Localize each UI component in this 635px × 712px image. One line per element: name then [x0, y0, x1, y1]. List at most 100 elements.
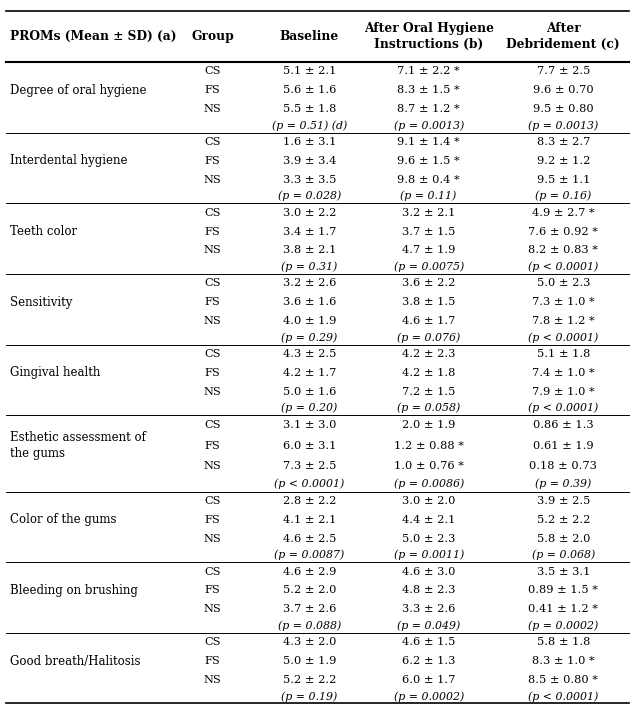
- Text: 3.7 ± 1.5: 3.7 ± 1.5: [402, 226, 455, 236]
- Text: 3.7 ± 2.6: 3.7 ± 2.6: [283, 604, 336, 614]
- Text: (p = 0.0013): (p = 0.0013): [528, 120, 598, 131]
- Text: 2.8 ± 2.2: 2.8 ± 2.2: [283, 496, 336, 506]
- Text: FS: FS: [205, 368, 220, 378]
- Text: CS: CS: [204, 278, 221, 288]
- Text: 7.9 ± 1.0 *: 7.9 ± 1.0 *: [532, 387, 594, 397]
- Text: NS: NS: [204, 533, 222, 544]
- Text: 4.3 ± 2.0: 4.3 ± 2.0: [283, 637, 336, 647]
- Text: 4.2 ± 2.3: 4.2 ± 2.3: [402, 349, 455, 359]
- Text: CS: CS: [204, 420, 221, 430]
- Text: After Oral Hygiene
Instructions (b): After Oral Hygiene Instructions (b): [364, 22, 493, 51]
- Text: 6.0 ± 3.1: 6.0 ± 3.1: [283, 441, 336, 451]
- Text: 8.3 ± 1.5 *: 8.3 ± 1.5 *: [398, 85, 460, 95]
- Text: After
Debridement (c): After Debridement (c): [507, 22, 620, 51]
- Text: 3.0 ± 2.2: 3.0 ± 2.2: [283, 208, 336, 218]
- Text: Color of the gums: Color of the gums: [10, 513, 116, 526]
- Text: FS: FS: [205, 297, 220, 307]
- Text: 3.2 ± 2.1: 3.2 ± 2.1: [402, 208, 455, 218]
- Text: 8.2 ± 0.83 *: 8.2 ± 0.83 *: [528, 246, 598, 256]
- Text: (p = 0.058): (p = 0.058): [397, 403, 460, 414]
- Text: CS: CS: [204, 496, 221, 506]
- Text: 5.0 ± 2.3: 5.0 ± 2.3: [402, 533, 455, 544]
- Text: 3.3 ± 3.5: 3.3 ± 3.5: [283, 174, 336, 184]
- Text: 5.8 ± 1.8: 5.8 ± 1.8: [537, 637, 590, 647]
- Text: 3.4 ± 1.7: 3.4 ± 1.7: [283, 226, 336, 236]
- Text: (p = 0.39): (p = 0.39): [535, 478, 591, 489]
- Text: 4.6 ± 1.5: 4.6 ± 1.5: [402, 637, 455, 647]
- Text: 5.0 ± 1.6: 5.0 ± 1.6: [283, 387, 336, 397]
- Text: Group: Group: [191, 30, 234, 43]
- Text: 8.3 ± 1.0 *: 8.3 ± 1.0 *: [532, 656, 594, 666]
- Text: FS: FS: [205, 441, 220, 451]
- Text: 5.2 ± 2.0: 5.2 ± 2.0: [283, 585, 336, 595]
- Text: CS: CS: [204, 137, 221, 147]
- Text: 4.2 ± 1.7: 4.2 ± 1.7: [283, 368, 336, 378]
- Text: (p = 0.0086): (p = 0.0086): [394, 478, 464, 489]
- Text: NS: NS: [204, 174, 222, 184]
- Text: 4.1 ± 2.1: 4.1 ± 2.1: [283, 515, 336, 525]
- Text: 3.9 ± 3.4: 3.9 ± 3.4: [283, 156, 336, 166]
- Text: 2.0 ± 1.9: 2.0 ± 1.9: [402, 420, 455, 430]
- Text: (p = 0.0075): (p = 0.0075): [394, 261, 464, 272]
- Text: PROMs (Mean ± SD) (a): PROMs (Mean ± SD) (a): [10, 30, 176, 43]
- Text: 3.8 ± 1.5: 3.8 ± 1.5: [402, 297, 455, 307]
- Text: 9.6 ± 1.5 *: 9.6 ± 1.5 *: [398, 156, 460, 166]
- Text: CS: CS: [204, 349, 221, 359]
- Text: (p = 0.29): (p = 0.29): [281, 333, 337, 342]
- Text: (p = 0.0087): (p = 0.0087): [274, 550, 344, 560]
- Text: 7.6 ± 0.92 *: 7.6 ± 0.92 *: [528, 226, 598, 236]
- Text: NS: NS: [204, 246, 222, 256]
- Text: 9.1 ± 1.4 *: 9.1 ± 1.4 *: [398, 137, 460, 147]
- Text: NS: NS: [204, 104, 222, 114]
- Text: 8.5 ± 0.80 *: 8.5 ± 0.80 *: [528, 675, 598, 685]
- Text: 0.86 ± 1.3: 0.86 ± 1.3: [533, 420, 594, 430]
- Text: Interdental hygiene: Interdental hygiene: [10, 155, 127, 167]
- Text: 1.2 ± 0.88 *: 1.2 ± 0.88 *: [394, 441, 464, 451]
- Text: 9.2 ± 1.2: 9.2 ± 1.2: [537, 156, 590, 166]
- Text: 0.18 ± 0.73: 0.18 ± 0.73: [530, 461, 597, 471]
- Text: (p < 0.0001): (p < 0.0001): [528, 333, 598, 342]
- Text: 7.2 ± 1.5: 7.2 ± 1.5: [402, 387, 455, 397]
- Text: 4.8 ± 2.3: 4.8 ± 2.3: [402, 585, 455, 595]
- Text: 5.0 ± 2.3: 5.0 ± 2.3: [537, 278, 590, 288]
- Text: 4.9 ± 2.7 *: 4.9 ± 2.7 *: [532, 208, 594, 218]
- Text: (p = 0.20): (p = 0.20): [281, 403, 337, 414]
- Text: (p = 0.088): (p = 0.088): [277, 620, 341, 631]
- Text: NS: NS: [204, 604, 222, 614]
- Text: 6.0 ± 1.7: 6.0 ± 1.7: [402, 675, 455, 685]
- Text: Bleeding on brushing: Bleeding on brushing: [10, 584, 137, 597]
- Text: Baseline: Baseline: [279, 30, 339, 43]
- Text: 3.6 ± 2.2: 3.6 ± 2.2: [402, 278, 455, 288]
- Text: (p = 0.076): (p = 0.076): [397, 333, 460, 342]
- Text: 5.8 ± 2.0: 5.8 ± 2.0: [537, 533, 590, 544]
- Text: FS: FS: [205, 515, 220, 525]
- Text: 4.3 ± 2.5: 4.3 ± 2.5: [283, 349, 336, 359]
- Text: 5.1 ± 1.8: 5.1 ± 1.8: [537, 349, 590, 359]
- Text: 0.41 ± 1.2 *: 0.41 ± 1.2 *: [528, 604, 598, 614]
- Text: CS: CS: [204, 637, 221, 647]
- Text: (p = 0.19): (p = 0.19): [281, 691, 337, 702]
- Text: NS: NS: [204, 675, 222, 685]
- Text: 5.6 ± 1.6: 5.6 ± 1.6: [283, 85, 336, 95]
- Text: 7.8 ± 1.2 *: 7.8 ± 1.2 *: [532, 316, 594, 326]
- Text: CS: CS: [204, 208, 221, 218]
- Text: NS: NS: [204, 461, 222, 471]
- Text: 9.5 ± 1.1: 9.5 ± 1.1: [537, 174, 590, 184]
- Text: (p = 0.049): (p = 0.049): [397, 620, 460, 631]
- Text: 3.8 ± 2.1: 3.8 ± 2.1: [283, 246, 336, 256]
- Text: 3.9 ± 2.5: 3.9 ± 2.5: [537, 496, 590, 506]
- Text: 3.0 ± 2.0: 3.0 ± 2.0: [402, 496, 455, 506]
- Text: 0.89 ± 1.5 *: 0.89 ± 1.5 *: [528, 585, 598, 595]
- Text: Good breath/Halitosis: Good breath/Halitosis: [10, 654, 140, 668]
- Text: 5.2 ± 2.2: 5.2 ± 2.2: [283, 675, 336, 685]
- Text: 7.3 ± 1.0 *: 7.3 ± 1.0 *: [532, 297, 594, 307]
- Text: 1.0 ± 0.76 *: 1.0 ± 0.76 *: [394, 461, 464, 471]
- Text: 3.1 ± 3.0: 3.1 ± 3.0: [283, 420, 336, 430]
- Text: (p = 0.028): (p = 0.028): [277, 191, 341, 201]
- Text: (p = 0.31): (p = 0.31): [281, 261, 337, 272]
- Text: 4.6 ± 2.9: 4.6 ± 2.9: [283, 567, 336, 577]
- Text: Esthetic assessment of
the gums: Esthetic assessment of the gums: [10, 431, 145, 460]
- Text: 8.7 ± 1.2 *: 8.7 ± 1.2 *: [398, 104, 460, 114]
- Text: CS: CS: [204, 567, 221, 577]
- Text: 5.5 ± 1.8: 5.5 ± 1.8: [283, 104, 336, 114]
